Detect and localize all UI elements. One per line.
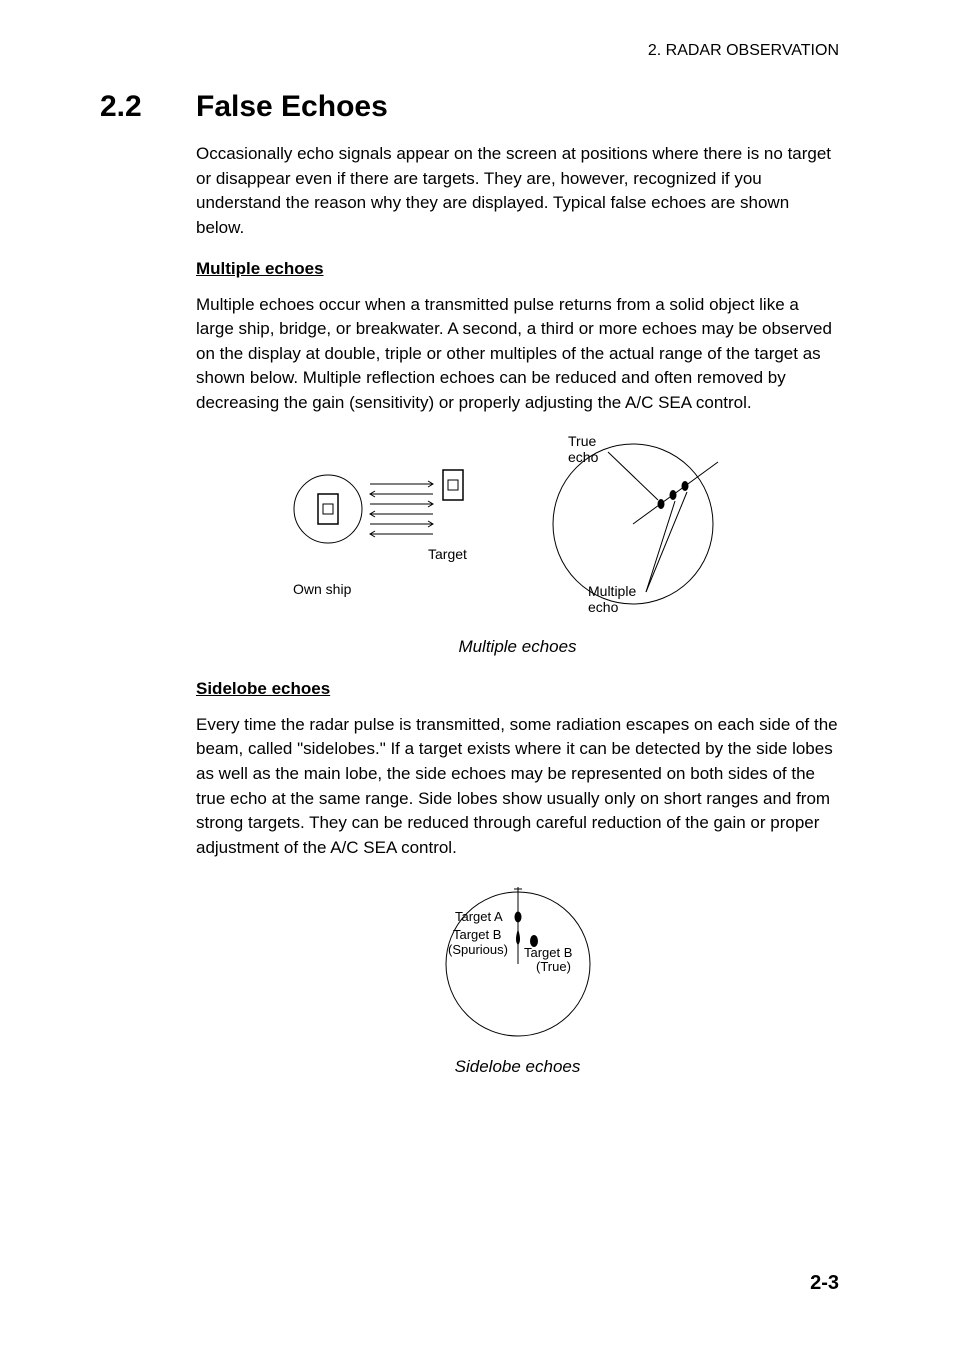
section-number: 2.2 bbox=[100, 90, 196, 124]
page-number: 2-3 bbox=[810, 1272, 839, 1295]
intro-paragraph: Occasionally echo signals appear on the … bbox=[196, 142, 839, 241]
chapter-label: 2. RADAR OBSERVATION bbox=[648, 42, 839, 59]
chapter-header: 2. RADAR OBSERVATION bbox=[100, 42, 839, 60]
label-target-b-sp-2: (Spurious) bbox=[448, 942, 508, 957]
multiple-echoes-diagram: Target Own ship True echo Multiple echo bbox=[268, 434, 768, 624]
sidelobe-paragraph: Every time the radar pulse is transmitte… bbox=[196, 713, 839, 861]
label-multiple-1: Multiple bbox=[588, 583, 636, 599]
label-target: Target bbox=[428, 546, 467, 562]
subheading-sidelobe: Sidelobe echoes bbox=[196, 679, 839, 699]
content-area: Occasionally echo signals appear on the … bbox=[196, 142, 839, 1077]
caption-sidelobe: Sidelobe echoes bbox=[196, 1057, 839, 1077]
label-target-b-true-2: (True) bbox=[536, 959, 571, 974]
section-title: False Echoes bbox=[196, 90, 388, 124]
page: 2. RADAR OBSERVATION 2.2 False Echoes Oc… bbox=[0, 0, 954, 1077]
label-multiple-2: echo bbox=[588, 599, 619, 615]
figure-sidelobe-echoes: Target A Target B (Spurious) Target B (T… bbox=[196, 879, 839, 1077]
label-ownship: Own ship bbox=[293, 581, 352, 597]
label-target-b-sp-1: Target B bbox=[453, 927, 501, 942]
subheading-multiple: Multiple echoes bbox=[196, 259, 839, 279]
caption-multiple: Multiple echoes bbox=[196, 637, 839, 657]
sidelobe-echoes-diagram: Target A Target B (Spurious) Target B (T… bbox=[398, 879, 638, 1044]
multiple-paragraph: Multiple echoes occur when a transmitted… bbox=[196, 293, 839, 416]
label-target-b-true-1: Target B bbox=[524, 945, 572, 960]
label-target-a: Target A bbox=[455, 909, 503, 924]
label-true-echo-1: True bbox=[568, 434, 596, 449]
figure-multiple-echoes: Target Own ship True echo Multiple echo bbox=[196, 434, 839, 657]
section-heading: 2.2 False Echoes bbox=[100, 90, 839, 124]
label-true-echo-2: echo bbox=[568, 449, 599, 465]
